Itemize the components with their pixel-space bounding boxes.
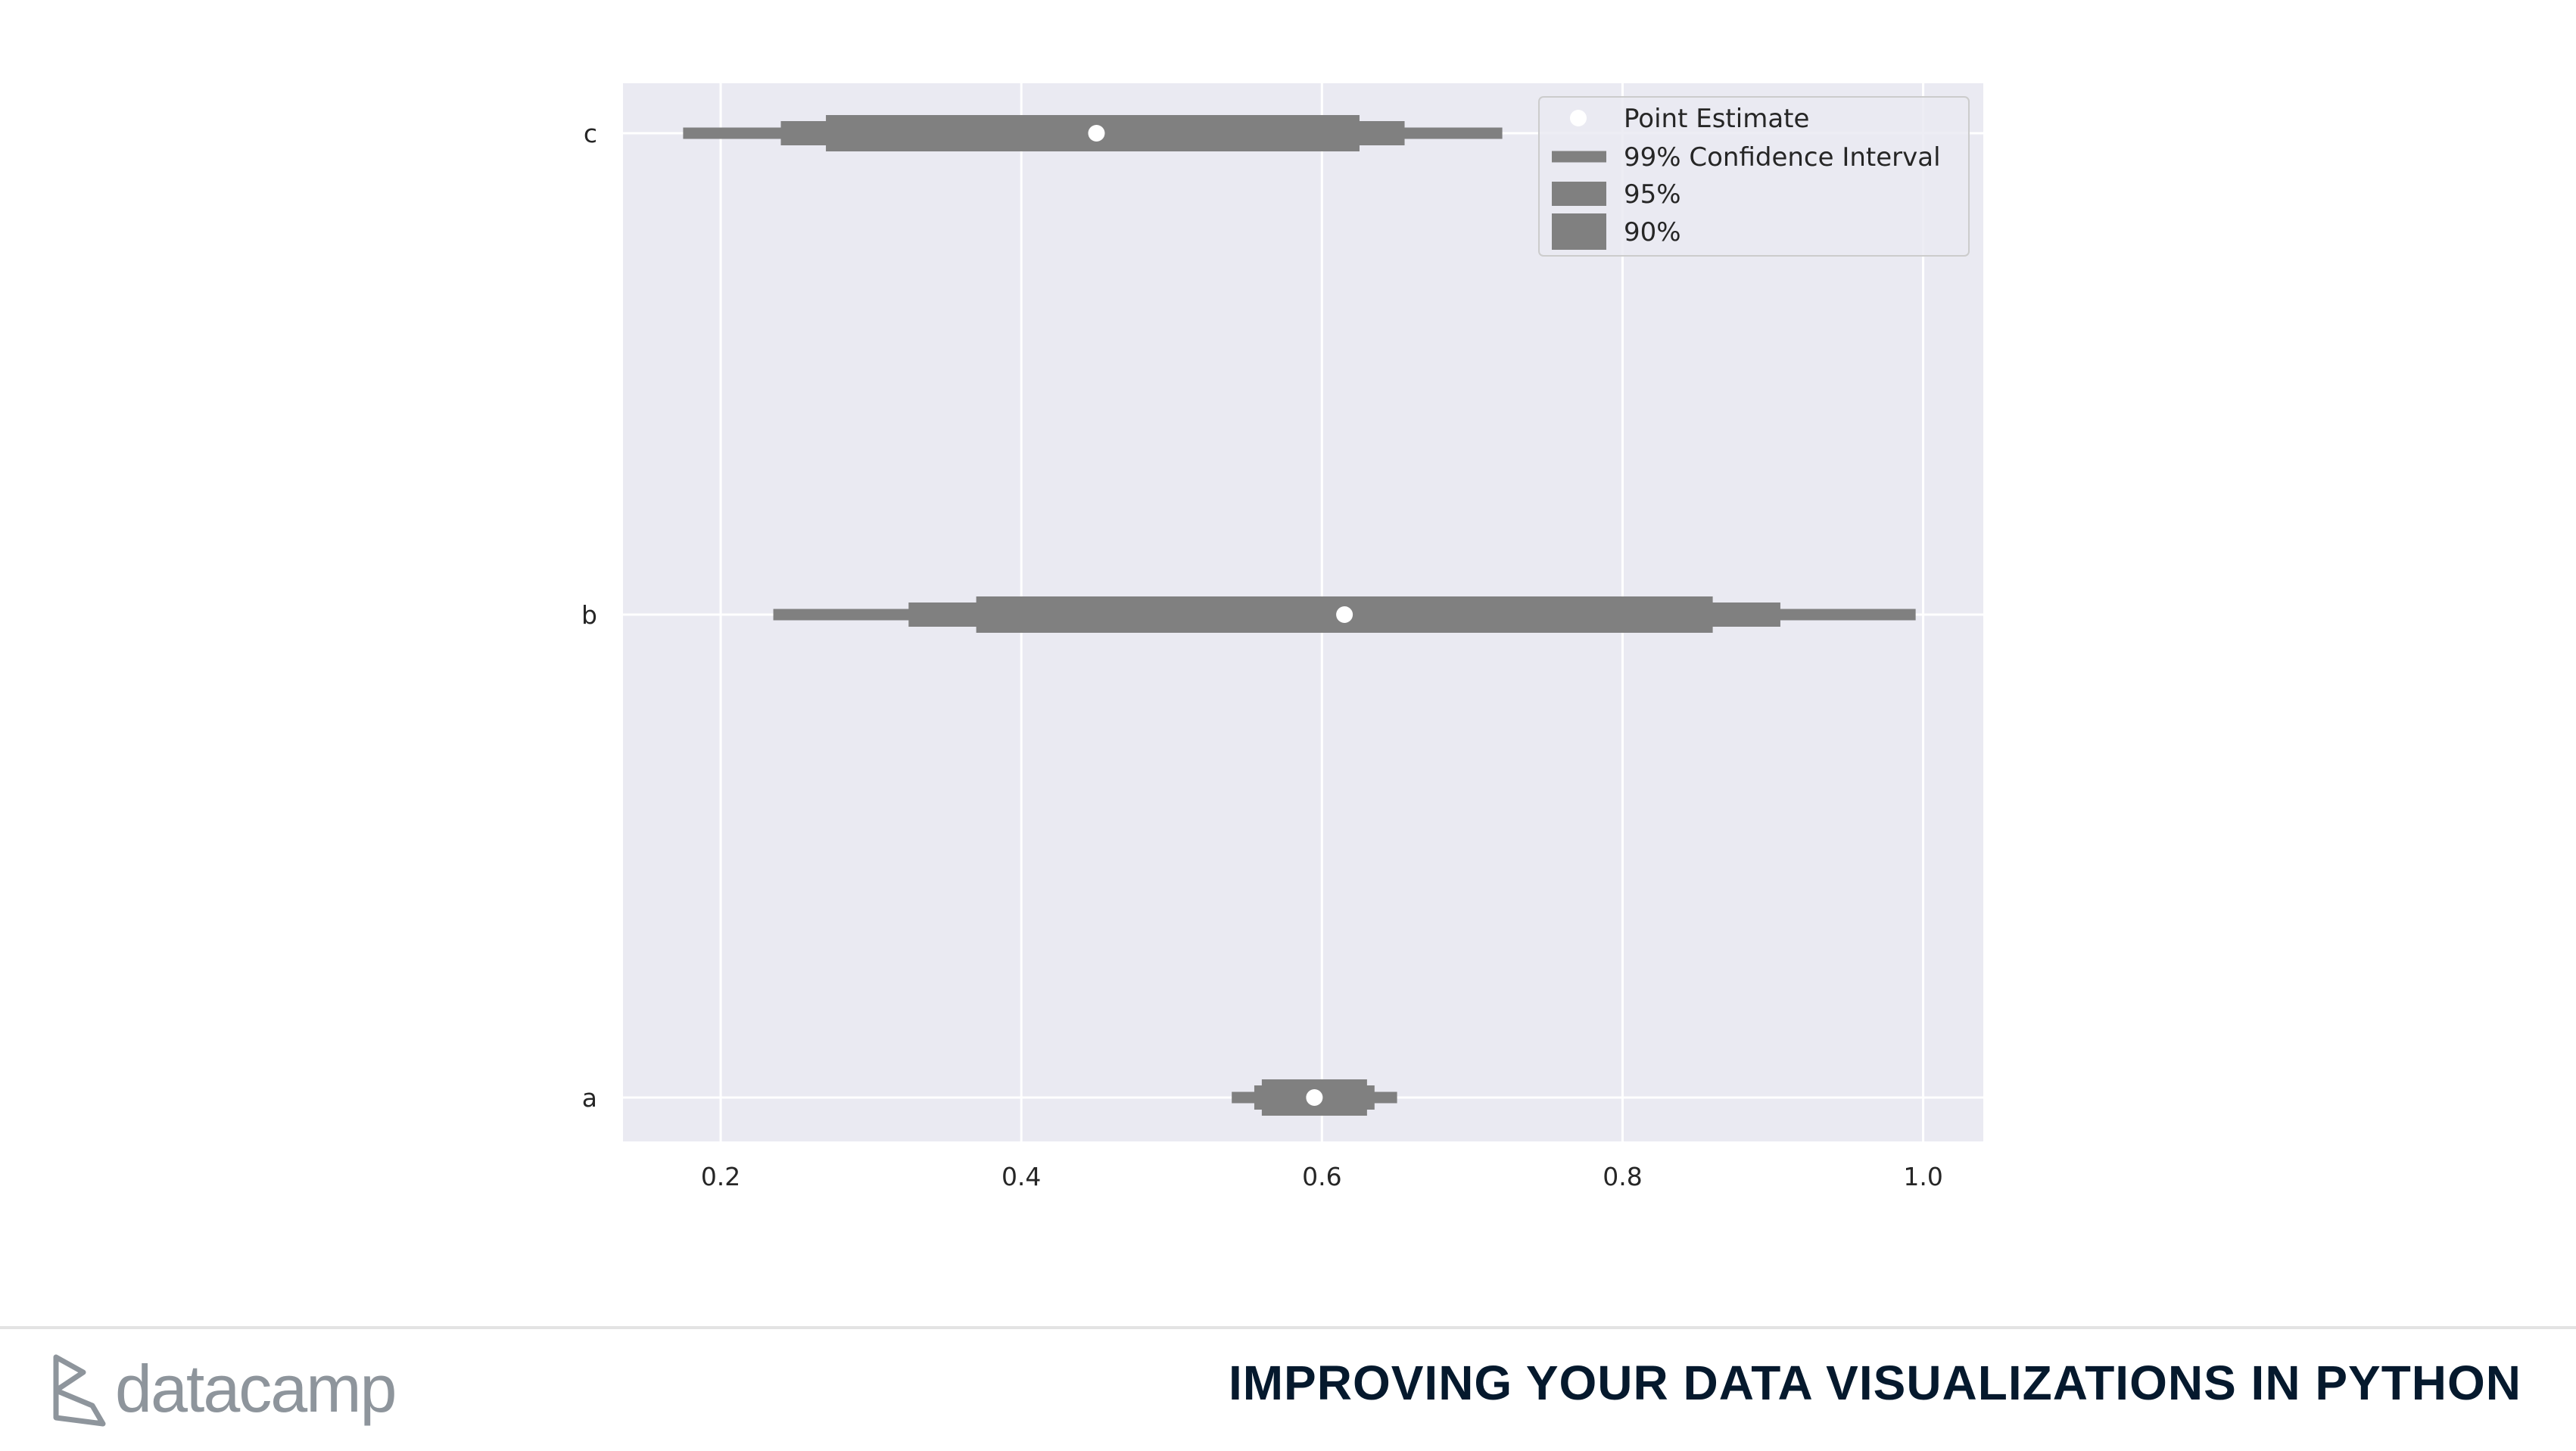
logo-wordmark: datacamp: [115, 1351, 397, 1426]
y-axis-ticks: a b c: [581, 119, 597, 1113]
confidence-interval-chart: 0.2 0.4 0.6 0.8 1.0 a b c Point Estimate 99% Co…: [581, 83, 1983, 1191]
x-tick-label: 0.8: [1603, 1162, 1642, 1191]
legend-point-marker: [1570, 110, 1587, 126]
point-estimate-c: [1088, 125, 1105, 142]
x-tick-label: 0.2: [701, 1162, 740, 1191]
x-axis-ticks: 0.2 0.4 0.6 0.8 1.0: [701, 1162, 1943, 1191]
x-tick-label: 0.4: [1001, 1162, 1041, 1191]
y-tick-label: c: [584, 119, 597, 148]
legend-label: 99% Confidence Interval: [1624, 142, 1941, 173]
y-tick-label: b: [581, 600, 597, 630]
interval-bars: [683, 115, 1916, 1116]
datacamp-logo-icon: [53, 1354, 106, 1427]
point-estimate-b: [1336, 606, 1353, 623]
x-tick-label: 1.0: [1903, 1162, 1942, 1191]
legend-ci95-swatch: [1552, 182, 1606, 206]
legend-ci90-swatch: [1552, 213, 1606, 250]
legend-label: 90%: [1624, 217, 1681, 248]
legend-ci99-swatch: [1552, 151, 1606, 163]
legend-label: 95%: [1624, 179, 1681, 210]
legend-label: Point Estimate: [1624, 104, 1809, 134]
legend-box: [1538, 96, 1970, 257]
legend: Point Estimate 99% Confidence Interval 95%…: [1538, 96, 1970, 257]
x-tick-label: 0.6: [1302, 1162, 1341, 1191]
y-tick-label: a: [582, 1083, 597, 1113]
point-estimate-a: [1306, 1089, 1323, 1106]
course-title: IMPROVING YOUR DATA VISUALIZATIONS IN PY…: [1228, 1356, 2521, 1410]
footer-divider: [0, 1326, 2576, 1329]
datacamp-logo: datacamp: [50, 1347, 397, 1431]
